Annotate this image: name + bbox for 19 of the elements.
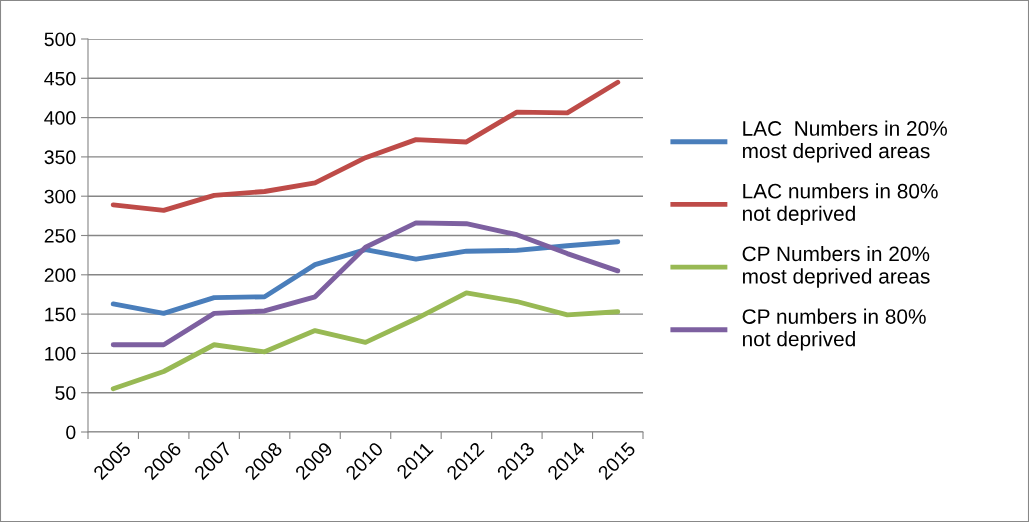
y-tick-label: 250: [44, 228, 76, 243]
y-tick-label: 50: [55, 386, 76, 400]
legend-label: CP numbers in 80% not deprived: [742, 308, 926, 351]
legend-label: LAC Numbers in 20% most deprived areas: [742, 120, 947, 163]
y-tick-label: 150: [45, 307, 76, 322]
y-tick-label: 450: [44, 71, 76, 86]
y-tick-label: 500: [44, 32, 76, 47]
line-series: [110, 79, 621, 213]
line-series: [110, 239, 621, 316]
y-tick-label: 0: [66, 425, 76, 440]
line-series: [110, 220, 621, 348]
y-tick-label: 200: [44, 268, 76, 283]
y-tick-label: 300: [44, 189, 76, 204]
line-series: [110, 290, 621, 392]
y-tick-label: 100: [45, 346, 76, 361]
legend-label: CP Numbers in 20% most deprived areas: [742, 245, 930, 288]
y-tick-label: 400: [44, 111, 76, 125]
y-tick-label: 350: [44, 150, 76, 165]
legend-label: LAC numbers in 80% not deprived: [742, 183, 938, 226]
